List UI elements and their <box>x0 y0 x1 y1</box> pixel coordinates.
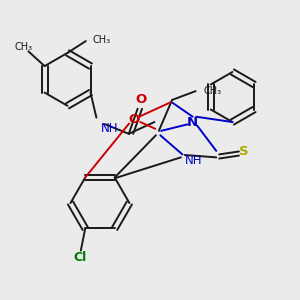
Text: O: O <box>128 112 140 126</box>
Text: N: N <box>187 116 198 128</box>
Text: CH₃: CH₃ <box>93 35 111 46</box>
Text: CH₃: CH₃ <box>14 42 32 52</box>
Text: NH: NH <box>185 154 203 167</box>
Text: S: S <box>239 145 249 158</box>
Text: CH₃: CH₃ <box>203 86 221 96</box>
Text: NH: NH <box>101 122 118 135</box>
Text: Cl: Cl <box>73 251 86 264</box>
Text: O: O <box>135 93 146 106</box>
